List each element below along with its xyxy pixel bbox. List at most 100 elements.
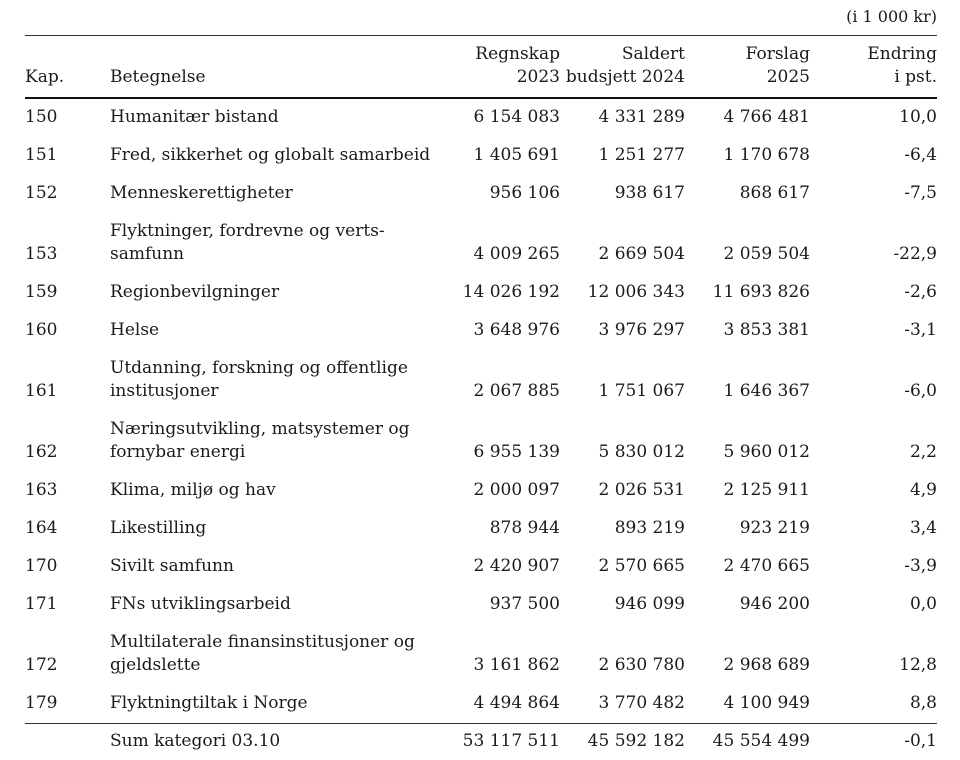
cell-forslag-2025: 2 059 504 <box>723 244 810 264</box>
table-row: 152 Menneskerettigheter 956 106 938 617 … <box>25 175 937 213</box>
cell-kap: 152 <box>25 183 58 203</box>
table-row: 171 FNs utviklingsarbeid 937 500 946 099… <box>25 586 937 624</box>
cell-saldert-budsjett-2024: 12 006 343 <box>587 282 685 302</box>
cell-kap: 164 <box>25 518 58 538</box>
col-header-kap: Kap. <box>25 35 110 99</box>
cell-betegnelse: Flyktninger, fordrevne og verts- samfunn <box>110 221 385 264</box>
cell-kap: 179 <box>25 693 58 713</box>
table-row: 159 Regionbevilgninger 14 026 192 12 006… <box>25 274 937 312</box>
table-row: 151 Fred, sikkerhet og globalt samarbeid… <box>25 137 937 175</box>
table-row: 153 Flyktninger, fordrevne og verts- sam… <box>25 213 937 274</box>
table-row: 164 Likestilling 878 944 893 219 923 219… <box>25 510 937 548</box>
cell-betegnelse: Likestilling <box>110 518 207 538</box>
cell-kap: 159 <box>25 282 58 302</box>
cell-saldert-budsjett-2024: 2 570 665 <box>598 556 685 576</box>
cell-endring-i-pst: 2,2 <box>909 442 937 462</box>
cell-forslag-2025: 4 100 949 <box>723 693 810 713</box>
cell-regnskap-2023: 6 154 083 <box>473 107 560 127</box>
cell-saldert-budsjett-2024: 1 251 277 <box>598 145 685 165</box>
cell-betegnelse: Utdanning, forskning og offentlige insti… <box>110 358 408 401</box>
cell-saldert-budsjett-2024: 2 630 780 <box>598 655 685 675</box>
cell-saldert-budsjett-2024: 1 751 067 <box>598 381 685 401</box>
cell-endring-i-pst: 12,8 <box>899 655 937 675</box>
cell-kap: 150 <box>25 107 58 127</box>
sum-cell-endring: -0,1 <box>810 723 937 760</box>
cell-betegnelse: Klima, miljø og hav <box>110 480 276 500</box>
sum-cell-kap <box>25 723 110 760</box>
cell-saldert-budsjett-2024: 938 617 <box>614 183 685 203</box>
cell-regnskap-2023: 4 009 265 <box>473 244 560 264</box>
cell-endring-i-pst: -3,1 <box>904 320 937 340</box>
cell-endring-i-pst: -6,4 <box>904 145 937 165</box>
cell-forslag-2025: 2 968 689 <box>723 655 810 675</box>
cell-endring-i-pst: -2,6 <box>904 282 937 302</box>
sum-cell-regnskap: 53 117 511 <box>440 723 560 760</box>
cell-betegnelse: FNs utviklingsarbeid <box>110 594 291 614</box>
table-row: 150 Humanitær bistand 6 154 083 4 331 28… <box>25 98 937 137</box>
cell-regnskap-2023: 2 067 885 <box>473 381 560 401</box>
cell-kap: 172 <box>25 655 58 675</box>
sum-cell-saldert: 45 592 182 <box>560 723 685 760</box>
cell-kap: 153 <box>25 244 58 264</box>
cell-kap: 170 <box>25 556 58 576</box>
cell-regnskap-2023: 14 026 192 <box>462 282 560 302</box>
cell-endring-i-pst: 0,0 <box>909 594 937 614</box>
sum-cell-label: Sum kategori 03.10 <box>110 723 440 760</box>
cell-regnskap-2023: 6 955 139 <box>473 442 560 462</box>
cell-kap: 163 <box>25 480 58 500</box>
cell-betegnelse: Helse <box>110 320 160 340</box>
cell-betegnelse: Humanitær bistand <box>110 107 279 127</box>
cell-betegnelse: Flyktningtiltak i Norge <box>110 693 308 713</box>
cell-forslag-2025: 1 646 367 <box>723 381 810 401</box>
header-row: Kap. Betegnelse Regnskap 2023 Saldert bu… <box>25 35 937 99</box>
cell-regnskap-2023: 3 648 976 <box>473 320 560 340</box>
table-row: 160 Helse 3 648 976 3 976 297 3 853 381 … <box>25 312 937 350</box>
cell-endring-i-pst: -6,0 <box>904 381 937 401</box>
cell-regnskap-2023: 3 161 862 <box>473 655 560 675</box>
table-row: 172 Multilaterale finansinstitusjoner og… <box>25 624 937 685</box>
cell-endring-i-pst: 8,8 <box>909 693 937 713</box>
table-row: 170 Sivilt samfunn 2 420 907 2 570 665 2… <box>25 548 937 586</box>
cell-forslag-2025: 868 617 <box>739 183 810 203</box>
cell-saldert-budsjett-2024: 2 669 504 <box>598 244 685 264</box>
cell-kap: 171 <box>25 594 58 614</box>
cell-saldert-budsjett-2024: 3 770 482 <box>598 693 685 713</box>
cell-forslag-2025: 3 853 381 <box>723 320 810 340</box>
cell-endring-i-pst: -3,9 <box>904 556 937 576</box>
table-row: 162 Næringsutvikling, matsystemer og for… <box>25 411 937 472</box>
table-row: 179 Flyktningtiltak i Norge 4 494 864 3 … <box>25 685 937 724</box>
cell-regnskap-2023: 937 500 <box>489 594 560 614</box>
cell-kap: 160 <box>25 320 58 340</box>
cell-saldert-budsjett-2024: 893 219 <box>614 518 685 538</box>
budget-table: Kap. Betegnelse Regnskap 2023 Saldert bu… <box>25 35 937 760</box>
cell-betegnelse: Regionbevilgninger <box>110 282 280 302</box>
cell-forslag-2025: 1 170 678 <box>723 145 810 165</box>
cell-regnskap-2023: 1 405 691 <box>473 145 560 165</box>
cell-forslag-2025: 946 200 <box>739 594 810 614</box>
cell-forslag-2025: 2 125 911 <box>723 480 810 500</box>
cell-regnskap-2023: 878 944 <box>489 518 560 538</box>
table-row: 161 Utdanning, forskning og offentlige i… <box>25 350 937 411</box>
cell-forslag-2025: 923 219 <box>739 518 810 538</box>
cell-forslag-2025: 5 960 012 <box>723 442 810 462</box>
cell-saldert-budsjett-2024: 2 026 531 <box>598 480 685 500</box>
cell-saldert-budsjett-2024: 3 976 297 <box>598 320 685 340</box>
unit-note: (i 1 000 kr) <box>846 7 937 26</box>
table-body: 150 Humanitær bistand 6 154 083 4 331 28… <box>25 98 937 724</box>
cell-forslag-2025: 2 470 665 <box>723 556 810 576</box>
cell-kap: 151 <box>25 145 58 165</box>
cell-regnskap-2023: 956 106 <box>489 183 560 203</box>
table-header: Kap. Betegnelse Regnskap 2023 Saldert bu… <box>25 35 937 99</box>
cell-betegnelse: Menneskerettigheter <box>110 183 293 203</box>
cell-kap: 161 <box>25 381 58 401</box>
table-row: 163 Klima, miljø og hav 2 000 097 2 026 … <box>25 472 937 510</box>
col-header-regnskap-2023: Regnskap 2023 <box>440 35 560 99</box>
cell-saldert-budsjett-2024: 946 099 <box>614 594 685 614</box>
cell-saldert-budsjett-2024: 4 331 289 <box>598 107 685 127</box>
cell-endring-i-pst: -7,5 <box>904 183 937 203</box>
cell-endring-i-pst: 4,9 <box>909 480 937 500</box>
cell-kap: 162 <box>25 442 58 462</box>
cell-betegnelse: Næringsutvikling, matsystemer og fornyba… <box>110 419 410 462</box>
cell-regnskap-2023: 2 000 097 <box>473 480 560 500</box>
